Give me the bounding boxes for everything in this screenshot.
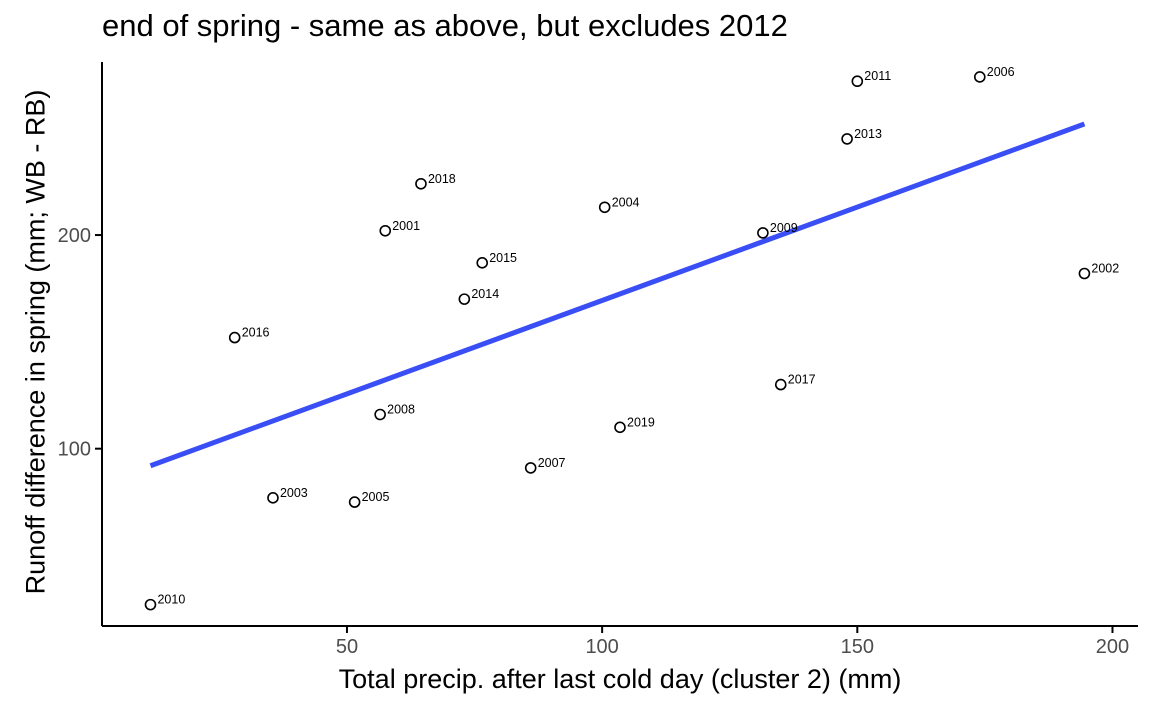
data-point-label: 2011 (864, 69, 891, 83)
data-point-label: 2015 (489, 251, 517, 265)
data-point-label: 2016 (242, 326, 270, 340)
data-point (267, 492, 279, 504)
data-point (415, 177, 427, 190)
data-point (614, 421, 626, 434)
data-point-label: 2003 (280, 486, 308, 500)
data-point (374, 408, 386, 421)
data-point (379, 224, 392, 237)
x-tick-label: 150 (841, 636, 874, 658)
trend-line (149, 121, 1086, 469)
y-axis-label: Runoff difference in spring (mm; WB - RB… (20, 89, 51, 595)
data-point (973, 71, 986, 83)
data-point-label: 2010 (157, 593, 185, 607)
data-point-label: 2009 (770, 221, 798, 235)
data-point-label: 2014 (471, 287, 499, 301)
data-point (757, 227, 769, 239)
x-axis-label: Total precip. after last cold day (clust… (338, 664, 902, 694)
data-point-label: 2017 (788, 373, 816, 387)
data-point-label: 2013 (854, 127, 882, 141)
data-point-label: 2005 (362, 490, 390, 504)
data-point (524, 462, 537, 474)
data-point (476, 257, 489, 269)
data-point (458, 293, 471, 305)
data-point-label: 2004 (612, 195, 640, 209)
data-point (1078, 267, 1091, 280)
data-point-label: 2006 (987, 65, 1015, 79)
y-tick-label: 100 (58, 439, 91, 461)
data-point-label: 2008 (387, 403, 415, 417)
data-point (851, 75, 864, 88)
data-point (774, 378, 787, 391)
x-tick-label: 200 (1096, 636, 1129, 658)
data-point (144, 598, 157, 611)
data-point-label: 2007 (538, 456, 566, 470)
x-tick-label: 100 (585, 636, 618, 658)
chart-title: end of spring - same as above, but exclu… (102, 8, 788, 43)
data-point (598, 201, 611, 214)
y-tick-label: 200 (58, 225, 91, 247)
data-point (228, 331, 241, 344)
data-point-label: 2001 (392, 219, 420, 233)
data-point-label: 2019 (627, 415, 655, 429)
data-point (348, 496, 361, 508)
x-tick-label: 50 (336, 636, 358, 658)
data-point (841, 133, 853, 145)
data-point-label: 2002 (1091, 262, 1119, 276)
data-point-label: 2018 (428, 172, 456, 186)
